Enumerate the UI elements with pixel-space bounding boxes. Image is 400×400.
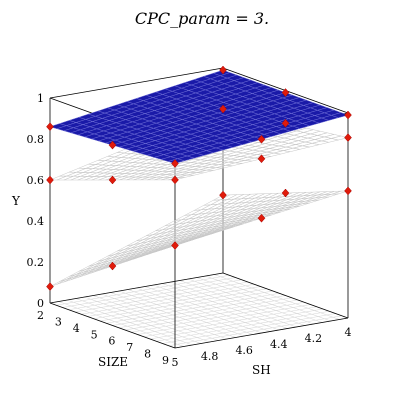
floor-grid-line <box>58 301 184 347</box>
x-tick-label: 4 <box>73 322 80 335</box>
floor-grid-line <box>110 292 236 338</box>
data-marker <box>219 65 227 75</box>
box-edge <box>174 317 349 349</box>
data-marker <box>281 188 290 198</box>
data-marker <box>46 175 54 185</box>
surface-1 <box>49 69 349 164</box>
x-tick-label: 8 <box>144 348 151 361</box>
data-marker <box>344 110 352 120</box>
data-marker <box>219 190 227 200</box>
z-tick-label: 0.6 <box>27 174 45 187</box>
data-marker <box>46 282 54 291</box>
floor-grid-line <box>153 284 279 331</box>
data-marker <box>171 241 179 250</box>
data-marker <box>108 140 117 150</box>
data-marker <box>108 261 117 271</box>
data-marker <box>257 154 266 164</box>
x-tick-label: 6 <box>108 335 115 348</box>
floor-grid-line <box>170 281 297 328</box>
x-axis-label: SIZE <box>98 355 128 369</box>
z-tick-label: 0 <box>37 297 44 310</box>
x-tick-label: 7 <box>126 341 133 354</box>
y-tick-label: 5 <box>172 356 179 369</box>
z-tick-label: 0.4 <box>27 215 45 228</box>
floor-grid-line <box>145 286 271 332</box>
data-marker <box>257 213 266 223</box>
y-tick-label: 4.2 <box>305 332 323 345</box>
floor-grid-line <box>67 299 193 346</box>
floor-grid-line <box>196 277 323 323</box>
z-tick-label: 0.2 <box>27 256 45 269</box>
floor-grid-line <box>188 278 314 325</box>
data-marker <box>344 186 352 196</box>
data-marker <box>257 134 266 144</box>
floor-grid-line <box>127 289 253 335</box>
z-axis-label: Y <box>11 194 21 208</box>
y-tick-label: 4.8 <box>201 350 219 363</box>
floor-grid-line <box>93 295 219 341</box>
box-edge <box>49 67 224 99</box>
floor-grid-line <box>84 296 210 343</box>
chart-title: CPC_param = 3. <box>135 9 269 28</box>
z-tick-label: 0.8 <box>27 133 45 146</box>
data-marker <box>171 159 179 168</box>
y-tick-label: 4.6 <box>235 344 253 357</box>
y-tick-label: 4 <box>345 326 352 339</box>
x-tick-label: 3 <box>55 315 62 328</box>
box-edge <box>49 272 224 304</box>
data-marker <box>281 88 290 97</box>
floor-grid-line <box>205 275 331 322</box>
floor-grid-line <box>136 287 262 334</box>
x-tick-label: 2 <box>37 309 44 322</box>
x-tick-label: 5 <box>91 328 98 341</box>
z-tick-label: 1 <box>37 92 44 105</box>
data-marker <box>171 175 179 185</box>
floor-grid-line <box>179 280 305 326</box>
y-tick-label: 4.4 <box>270 338 288 351</box>
floor-grid-line <box>75 298 202 344</box>
data-markers <box>46 65 352 291</box>
floor-grid-line <box>101 293 228 340</box>
data-marker <box>46 122 54 132</box>
floor-grid-line <box>214 274 340 320</box>
surfaces <box>49 69 349 287</box>
data-marker <box>108 175 117 185</box>
floor-grid-line <box>162 283 288 329</box>
x-tick-label: 9 <box>162 354 169 367</box>
tick-labels: 00.20.40.60.812 3 4 5 6 7 8 9 5 4.8 4.6 4.4 4.2 4 <box>27 92 352 369</box>
box-edge <box>222 272 349 319</box>
floor-grid-line <box>119 290 245 337</box>
data-marker <box>344 133 352 142</box>
y-axis-label: SH <box>252 363 271 377</box>
data-marker <box>219 104 227 114</box>
floor-grid <box>49 272 349 349</box>
data-marker <box>281 118 290 128</box>
box-edge <box>49 302 176 349</box>
surface-3 <box>49 190 349 287</box>
